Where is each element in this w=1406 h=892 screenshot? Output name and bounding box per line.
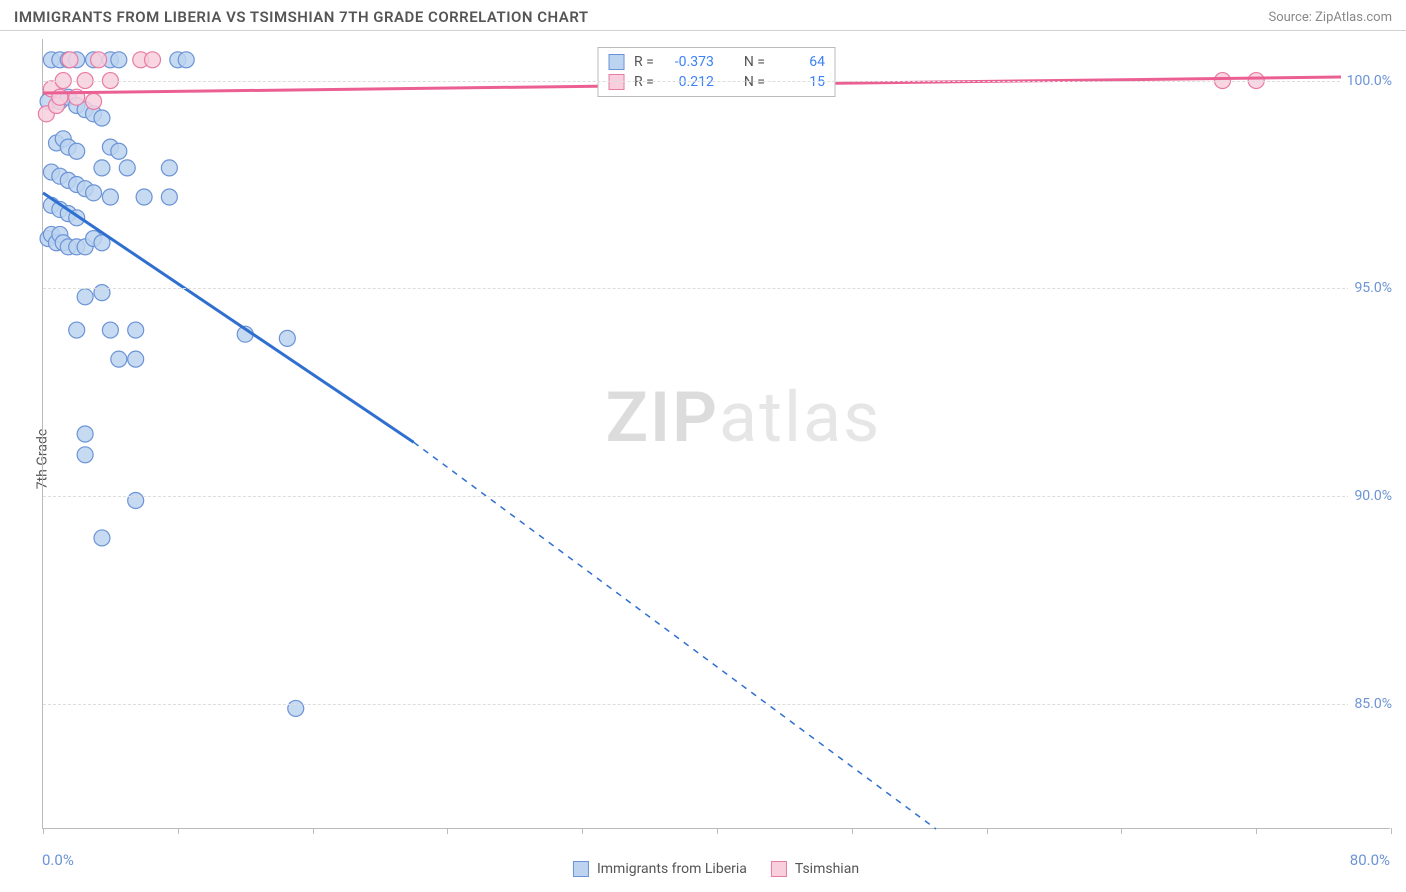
n-label: N =	[744, 74, 765, 90]
data-point	[128, 322, 144, 338]
legend-swatch-2	[771, 861, 787, 877]
legend-label-1: Immigrants from Liberia	[597, 861, 747, 877]
data-point	[102, 189, 118, 205]
data-point	[111, 351, 127, 367]
plot-svg	[43, 39, 1391, 829]
gridline-h	[43, 704, 1390, 705]
chart-title: IMMIGRANTS FROM LIBERIA VS TSIMSHIAN 7TH…	[14, 8, 589, 26]
data-point	[178, 52, 194, 68]
x-tick	[987, 828, 988, 834]
data-point	[119, 160, 135, 176]
gridline-h	[43, 496, 1390, 497]
r-value-2: 0.212	[664, 74, 714, 90]
x-tick	[447, 828, 448, 834]
data-point	[86, 93, 102, 109]
y-tick-label: 100.0%	[1341, 73, 1392, 89]
data-point	[94, 110, 110, 126]
y-tick-label: 95.0%	[1348, 280, 1392, 296]
stats-row-series2: R = 0.212 N = 15	[608, 72, 825, 92]
data-point	[102, 322, 118, 338]
trend-line	[43, 193, 414, 442]
x-tick	[1121, 828, 1122, 834]
x-tick	[717, 828, 718, 834]
legend-swatch-1	[573, 861, 589, 877]
trend-line-extrapolated	[414, 442, 936, 829]
data-point	[94, 530, 110, 546]
r-label: R =	[634, 54, 654, 70]
legend-label-2: Tsimshian	[795, 861, 859, 877]
data-point	[94, 160, 110, 176]
data-point	[128, 351, 144, 367]
x-tick	[582, 828, 583, 834]
n-value-1: 64	[775, 54, 825, 70]
n-value-2: 15	[775, 74, 825, 90]
y-tick-label: 90.0%	[1348, 488, 1392, 504]
data-point	[111, 52, 127, 68]
data-point	[128, 493, 144, 509]
n-label: N =	[744, 54, 765, 70]
x-min-label: 0.0%	[42, 851, 74, 869]
x-tick	[178, 828, 179, 834]
data-point	[136, 189, 152, 205]
legend-item-1: Immigrants from Liberia	[573, 861, 747, 877]
stats-swatch-2	[608, 74, 624, 90]
stats-row-series1: R = -0.373 N = 64	[608, 52, 825, 72]
r-value-1: -0.373	[664, 54, 714, 70]
chart-area: 7th Grade ZIPatlas R = -0.373 N = 64 R =…	[0, 31, 1406, 887]
data-point	[161, 160, 177, 176]
x-tick	[43, 828, 44, 834]
stats-legend-box: R = -0.373 N = 64 R = 0.212 N = 15	[597, 47, 836, 97]
data-point	[161, 189, 177, 205]
data-point	[94, 285, 110, 301]
data-point	[91, 52, 107, 68]
chart-source: Source: ZipAtlas.com	[1268, 10, 1392, 25]
scatter-plot: ZIPatlas R = -0.373 N = 64 R = 0.212 N =…	[42, 39, 1390, 829]
data-point	[111, 143, 127, 159]
x-tick	[1256, 828, 1257, 834]
data-point	[279, 330, 295, 346]
gridline-h	[43, 288, 1390, 289]
chart-header: IMMIGRANTS FROM LIBERIA VS TSIMSHIAN 7TH…	[0, 0, 1406, 31]
x-axis-labels: 0.0% 80.0% Immigrants from Liberia Tsims…	[42, 851, 1390, 881]
data-point	[77, 426, 93, 442]
data-point	[77, 289, 93, 305]
data-point	[86, 185, 102, 201]
data-point	[62, 52, 78, 68]
data-point	[69, 322, 85, 338]
legend-item-2: Tsimshian	[771, 861, 859, 877]
x-max-label: 80.0%	[1350, 851, 1390, 869]
data-point	[288, 700, 304, 716]
data-point	[77, 447, 93, 463]
x-tick	[852, 828, 853, 834]
x-tick	[313, 828, 314, 834]
r-label: R =	[634, 74, 654, 90]
y-tick-label: 85.0%	[1348, 696, 1392, 712]
gridline-h	[43, 81, 1390, 82]
x-tick	[1391, 828, 1392, 834]
stats-swatch-1	[608, 54, 624, 70]
data-point	[69, 143, 85, 159]
data-point	[145, 52, 161, 68]
bottom-legend: Immigrants from Liberia Tsimshian	[573, 861, 859, 877]
